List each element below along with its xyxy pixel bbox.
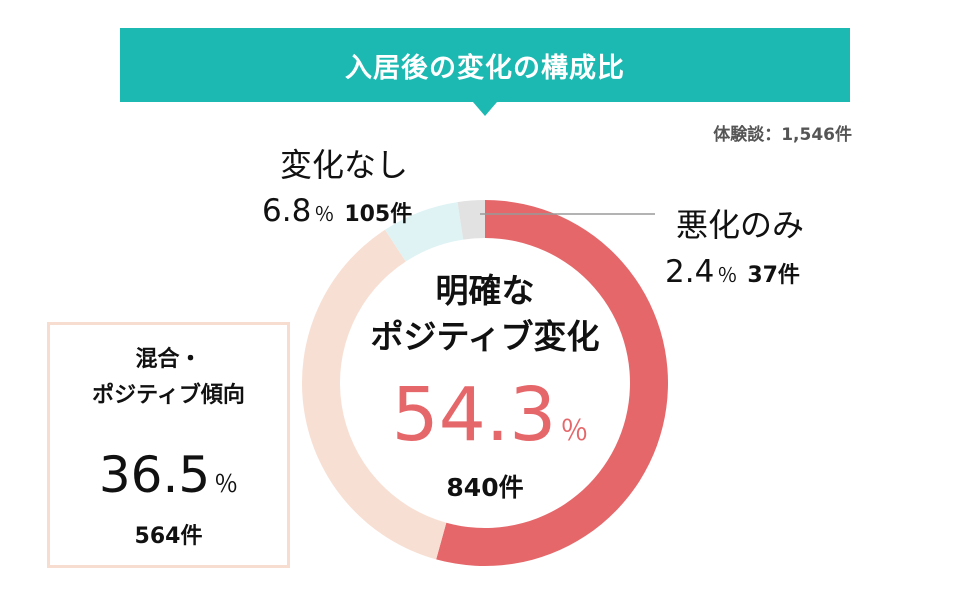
unchanged-percent-sign: ％ [314, 202, 335, 226]
mixed-label: 混合・ ポジティブ傾向 [50, 342, 287, 414]
slice-unchanged [385, 202, 464, 262]
positive-percent: 54.3 [391, 372, 557, 458]
mixed-count: 564件 [134, 524, 203, 549]
positive-label-line1: 明確な [435, 271, 535, 310]
unchanged-percent: 6.8 [262, 193, 312, 229]
unchanged-value: 6.8 ％ 105件 [262, 193, 412, 229]
mixed-label-line1: 混合・ [135, 347, 202, 372]
banner-pointer [473, 102, 497, 116]
slice-worse [457, 200, 485, 240]
worse-count: 37件 [747, 263, 800, 288]
positive-count: 840件 [446, 473, 524, 502]
mixed-value: 36.5 ％ [50, 446, 287, 504]
slice-mixed [301, 229, 447, 560]
positive-percent-sign: ％ [560, 414, 589, 447]
worse-percent-sign: ％ [717, 263, 738, 287]
worse-label: 悪化のみ [676, 206, 805, 244]
worse-value: 2.4 ％ 37件 [665, 254, 800, 290]
mixed-percent-sign: ％ [214, 470, 239, 498]
chart-title: 入居後の変化の構成比 [345, 52, 625, 84]
mixed-label-line2: ポジティブ傾向 [92, 383, 245, 408]
title-banner: 入居後の変化の構成比 [120, 28, 850, 102]
slice-positive [436, 200, 668, 566]
positive-label: 明確な ポジティブ変化 [330, 268, 640, 360]
unchanged-label: 変化なし [280, 146, 409, 184]
sample-size-note: 体験談：1,546件 [713, 125, 852, 145]
mixed-label-box [47, 322, 290, 568]
positive-value: 54.3 ％ [340, 372, 640, 458]
positive-label-line2: ポジティブ変化 [370, 317, 600, 356]
mixed-percent: 36.5 [98, 446, 211, 504]
worse-percent: 2.4 [665, 254, 715, 290]
unchanged-count: 105件 [344, 202, 413, 227]
